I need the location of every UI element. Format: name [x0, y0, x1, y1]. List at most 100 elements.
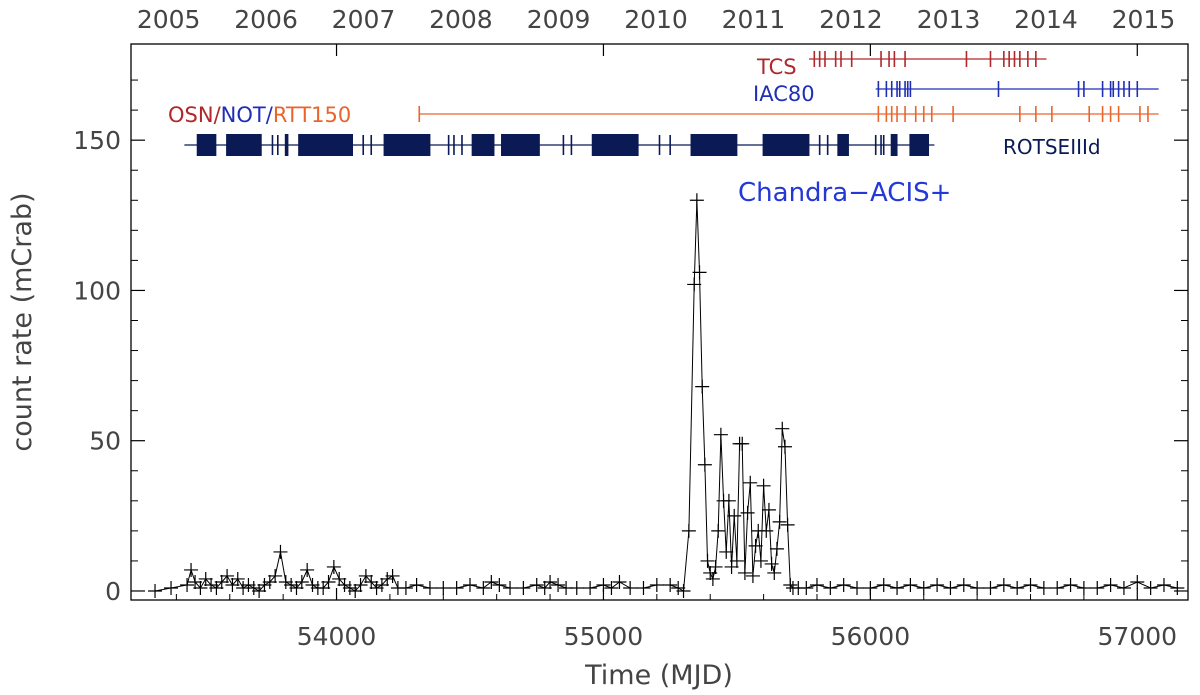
data-point: [449, 580, 464, 595]
top-year-label: 2012: [819, 5, 883, 34]
data-point: [262, 574, 277, 589]
data-point: [623, 580, 638, 595]
data-point: [772, 514, 787, 529]
data-point: [1010, 580, 1025, 595]
data-point: [332, 571, 347, 586]
data-point: [148, 583, 163, 598]
data-point: [799, 580, 814, 595]
data-point: [663, 577, 678, 592]
data-point: [596, 577, 611, 592]
data-point: [409, 577, 424, 592]
tcs-label: TCS: [756, 55, 797, 79]
data-point: [294, 574, 309, 589]
data-point: [551, 577, 566, 592]
data-point: [337, 577, 352, 592]
data-point: [492, 577, 507, 592]
data-point: [604, 580, 619, 595]
data-point: [180, 577, 195, 592]
data-point: [780, 517, 795, 532]
osn-label: OSN: [168, 103, 214, 127]
data-point: [246, 580, 261, 595]
plot-frame: [130, 43, 1189, 601]
data-point: [436, 580, 451, 595]
top-year-label: 2014: [1014, 5, 1078, 34]
data-point: [1103, 577, 1118, 592]
data-point: [767, 565, 782, 580]
data-point: [503, 580, 518, 595]
data-point: [164, 580, 179, 595]
data-point: [583, 580, 598, 595]
data-point: [956, 577, 971, 592]
data-point: [671, 580, 686, 595]
data-point: [943, 580, 958, 595]
data-point: [890, 580, 905, 595]
rotse-label: ROTSEIIId: [1003, 135, 1101, 159]
top-year-label: 2009: [527, 5, 591, 34]
data-point: [198, 571, 213, 586]
sep1-label: /: [214, 103, 222, 127]
data-point: [257, 577, 272, 592]
data-point: [422, 580, 437, 595]
data-point: [697, 457, 712, 472]
data-point: [753, 553, 768, 568]
data-point: [636, 580, 651, 595]
top-year-label: 2015: [1112, 5, 1176, 34]
data-point: [735, 436, 750, 451]
data-point: [484, 574, 499, 589]
data-point: [1090, 580, 1105, 595]
x-tick-label: 55000: [564, 622, 644, 651]
data-point: [241, 577, 256, 592]
data-point: [342, 580, 357, 595]
top-year-label: 2008: [429, 5, 493, 34]
data-point: [836, 577, 851, 592]
data-point: [737, 565, 752, 580]
data-point: [983, 580, 998, 595]
data-point: [204, 577, 219, 592]
data-point: [748, 538, 763, 553]
y-tick-label: 150: [73, 126, 121, 155]
data-point: [398, 580, 413, 595]
data-point: [300, 562, 315, 577]
data-point: [809, 577, 824, 592]
data-point: [711, 523, 726, 538]
combined-observatory-label: OSN/NOT/RTT150: [168, 103, 351, 127]
data-point: [252, 583, 267, 598]
data-point: [695, 379, 710, 394]
x-tick-label: 54000: [297, 622, 377, 651]
data-point: [705, 571, 720, 586]
data-point: [930, 577, 945, 592]
data-point: [777, 439, 792, 454]
data-point: [823, 580, 838, 595]
data-point: [1023, 577, 1038, 592]
y-tick-label: 50: [89, 427, 121, 456]
data-point: [719, 544, 734, 559]
top-year-label: 2013: [917, 5, 981, 34]
top-year-label: 2005: [137, 5, 201, 34]
data-point: [1116, 580, 1131, 595]
data-point: [220, 568, 235, 583]
data-point: [289, 580, 304, 595]
data-point: [305, 577, 320, 592]
data-point: [612, 574, 627, 589]
data-point: [687, 277, 702, 292]
data-point: [769, 541, 784, 556]
data-point: [740, 505, 755, 520]
data-point: [326, 559, 341, 574]
y-tick-label: 0: [105, 577, 121, 606]
data-point: [268, 568, 283, 583]
data-point: [476, 580, 491, 595]
x-tick-label: 56000: [831, 622, 911, 651]
data-point: [729, 553, 744, 568]
data-point: [184, 562, 199, 577]
not-label: NOT: [221, 103, 266, 127]
data-point: [708, 559, 723, 574]
data-point: [193, 580, 208, 595]
top-year-label: 2006: [234, 5, 298, 34]
y-axis-label: count rate (mCrab): [7, 192, 38, 451]
data-point: [209, 580, 224, 595]
data-point: [188, 574, 203, 589]
x-axis-label: Time (MJD): [584, 660, 733, 691]
ticks: 54000 55000 56000 57000 0 50 100 150 2005 2006 200…: [73, 5, 1188, 651]
axes: [130, 43, 1189, 601]
